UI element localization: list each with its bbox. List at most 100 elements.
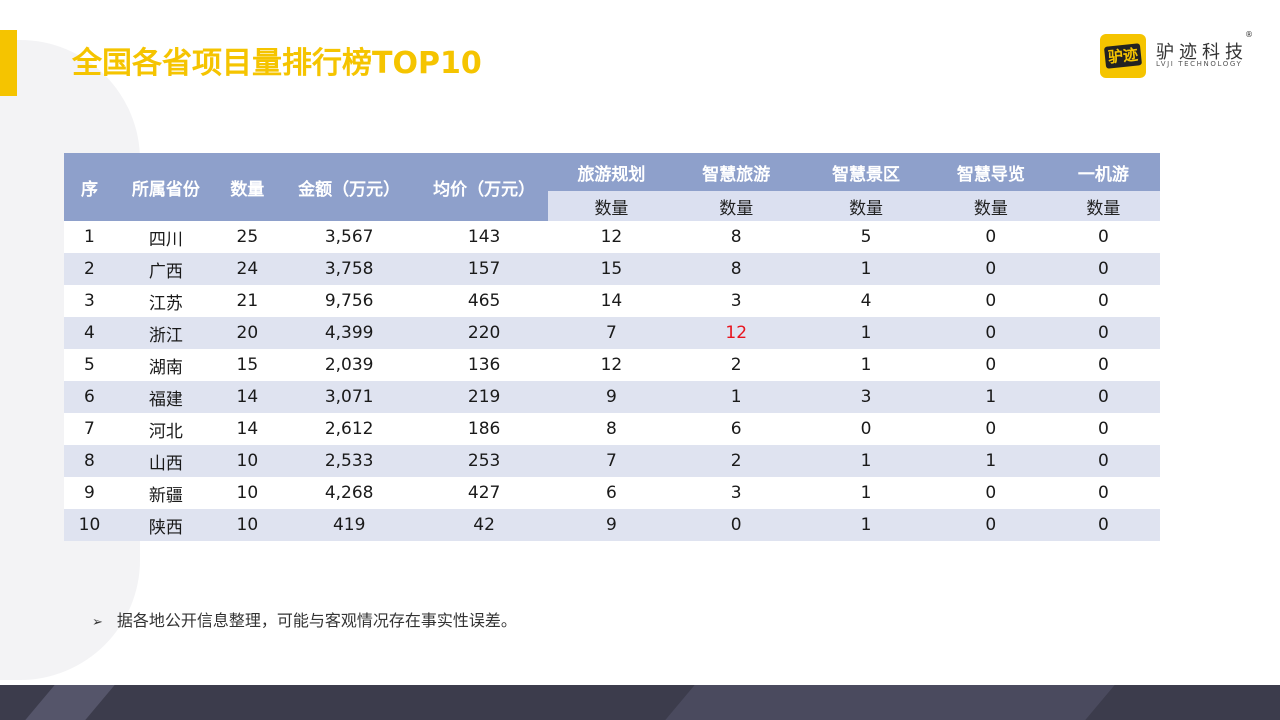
table-row: 5 湖南 15 2,039 136 12 2 1 0 0 xyxy=(64,349,1160,381)
cell-amount: 3,758 xyxy=(277,253,421,285)
cell-province: 广西 xyxy=(114,253,217,285)
table-body: 1 四川 25 3,567 143 12 8 5 0 0 2 广西 24 3,758 157 15 8 1 0 0 3 江… xyxy=(64,221,1160,541)
cell-scenic: 1 xyxy=(797,509,935,541)
cell-amount: 2,039 xyxy=(277,349,421,381)
table-row: 10 陕西 10 419 42 9 0 1 0 0 xyxy=(64,509,1160,541)
footer-stripe xyxy=(665,685,1115,720)
footer-band xyxy=(0,685,1280,720)
cell-rank: 9 xyxy=(64,477,115,509)
cell-avg: 157 xyxy=(420,253,548,285)
cell-amount: 4,268 xyxy=(277,477,421,509)
cell-amount: 3,071 xyxy=(277,381,421,413)
cell-scenic: 1 xyxy=(797,317,935,349)
subheader-count: 数量 xyxy=(547,191,676,221)
header-smart-scenic: 智慧景区 xyxy=(797,153,935,191)
logo-name-cn: 驴迹科技 xyxy=(1156,42,1248,63)
cell-count: 14 xyxy=(216,381,278,413)
cell-smart-tourism: 8 xyxy=(675,221,798,253)
cell-count: 15 xyxy=(216,349,278,381)
cell-province: 湖南 xyxy=(114,349,217,381)
header-one-machine-tour: 一机游 xyxy=(1046,153,1160,191)
cell-one-machine: 0 xyxy=(1046,413,1160,445)
cell-avg: 143 xyxy=(420,221,548,253)
cell-rank: 10 xyxy=(64,509,115,541)
cell-province: 四川 xyxy=(114,221,217,253)
cell-amount: 9,756 xyxy=(277,285,421,317)
cell-planning: 7 xyxy=(547,317,676,349)
cell-planning: 12 xyxy=(547,221,676,253)
cell-smart-tourism: 6 xyxy=(675,413,798,445)
cell-guide: 0 xyxy=(934,221,1047,253)
cell-planning: 8 xyxy=(547,413,676,445)
cell-avg: 427 xyxy=(420,477,548,509)
cell-scenic: 4 xyxy=(797,285,935,317)
cell-planning: 14 xyxy=(547,285,676,317)
cell-province: 山西 xyxy=(114,445,217,477)
cell-count: 10 xyxy=(216,477,278,509)
cell-rank: 1 xyxy=(64,221,115,253)
cell-guide: 0 xyxy=(934,253,1047,285)
subheader-count: 数量 xyxy=(797,191,935,221)
cell-count: 10 xyxy=(216,445,278,477)
cell-scenic: 1 xyxy=(797,477,935,509)
header-amount: 金额（万元） xyxy=(277,153,421,221)
cell-province: 新疆 xyxy=(114,477,217,509)
cell-guide: 0 xyxy=(934,477,1047,509)
cell-one-machine: 0 xyxy=(1046,509,1160,541)
cell-guide: 0 xyxy=(934,413,1047,445)
cell-guide: 0 xyxy=(934,509,1047,541)
header-smart-guide: 智慧导览 xyxy=(934,153,1047,191)
cell-planning: 12 xyxy=(547,349,676,381)
cell-rank: 4 xyxy=(64,317,115,349)
cell-guide: 0 xyxy=(934,349,1047,381)
cell-rank: 3 xyxy=(64,285,115,317)
cell-amount: 3,567 xyxy=(277,221,421,253)
cell-smart-tourism: 3 xyxy=(675,477,798,509)
cell-planning: 15 xyxy=(547,253,676,285)
cell-count: 25 xyxy=(216,221,278,253)
cell-avg: 42 xyxy=(420,509,548,541)
cell-scenic: 3 xyxy=(797,381,935,413)
cell-scenic: 1 xyxy=(797,445,935,477)
header-rank: 序 xyxy=(64,153,115,221)
cell-rank: 5 xyxy=(64,349,115,381)
cell-amount: 419 xyxy=(277,509,421,541)
cell-amount: 2,612 xyxy=(277,413,421,445)
cell-scenic: 1 xyxy=(797,349,935,381)
cell-count: 20 xyxy=(216,317,278,349)
arrow-bullet-icon: ➢ xyxy=(92,615,103,630)
cell-count: 21 xyxy=(216,285,278,317)
cell-amount: 2,533 xyxy=(277,445,421,477)
table-row: 7 河北 14 2,612 186 8 6 0 0 0 xyxy=(64,413,1160,445)
cell-planning: 7 xyxy=(547,445,676,477)
cell-rank: 6 xyxy=(64,381,115,413)
cell-count: 14 xyxy=(216,413,278,445)
footer-stripe xyxy=(25,685,115,720)
logo-mark-text: 驴迹 xyxy=(1103,43,1143,69)
cell-smart-tourism: 0 xyxy=(675,509,798,541)
cell-planning: 9 xyxy=(547,509,676,541)
cell-one-machine: 0 xyxy=(1046,445,1160,477)
cell-smart-tourism: 2 xyxy=(675,445,798,477)
cell-avg: 253 xyxy=(420,445,548,477)
cell-guide: 1 xyxy=(934,445,1047,477)
cell-smart-tourism: 12 xyxy=(675,317,798,349)
subheader-count: 数量 xyxy=(675,191,798,221)
cell-one-machine: 0 xyxy=(1046,253,1160,285)
title-accent-bar xyxy=(0,30,17,96)
cell-one-machine: 0 xyxy=(1046,317,1160,349)
cell-province: 河北 xyxy=(114,413,217,445)
footnote-text: 据各地公开信息整理，可能与客观情况存在事实性误差。 xyxy=(116,611,517,630)
cell-scenic: 5 xyxy=(797,221,935,253)
cell-avg: 136 xyxy=(420,349,548,381)
table-row: 9 新疆 10 4,268 427 6 3 1 0 0 xyxy=(64,477,1160,509)
cell-one-machine: 0 xyxy=(1046,349,1160,381)
header-avg-price: 均价（万元） xyxy=(420,153,548,221)
cell-scenic: 1 xyxy=(797,253,935,285)
company-logo: 驴迹 驴迹科技 LVJI TECHNOLOGY ® xyxy=(1100,30,1260,80)
cell-guide: 0 xyxy=(934,285,1047,317)
cell-smart-tourism: 2 xyxy=(675,349,798,381)
table-row: 1 四川 25 3,567 143 12 8 5 0 0 xyxy=(64,221,1160,253)
table-row: 2 广西 24 3,758 157 15 8 1 0 0 xyxy=(64,253,1160,285)
cell-one-machine: 0 xyxy=(1046,285,1160,317)
